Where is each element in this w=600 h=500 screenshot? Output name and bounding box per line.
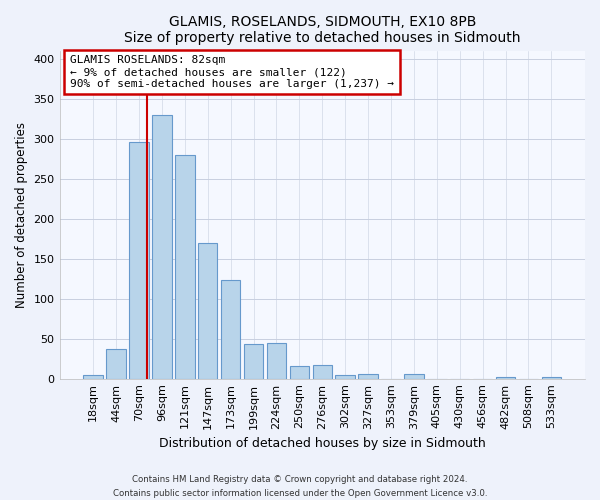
Bar (496, 377, 515, 378)
Text: Contains HM Land Registry data © Crown copyright and database right 2024.
Contai: Contains HM Land Registry data © Crown c… (113, 476, 487, 498)
X-axis label: Distribution of detached houses by size in Sidmouth: Distribution of detached houses by size … (159, 437, 485, 450)
Bar (175, 156, 194, 378)
Bar (244, 344, 263, 378)
Bar (129, 142, 149, 378)
Y-axis label: Number of detached properties: Number of detached properties (15, 122, 28, 308)
Bar (358, 374, 378, 378)
Bar (106, 349, 126, 378)
Bar (313, 365, 332, 378)
Bar (404, 374, 424, 378)
Bar (198, 242, 217, 378)
Bar (290, 366, 309, 378)
Bar (152, 116, 172, 378)
Title: GLAMIS, ROSELANDS, SIDMOUTH, EX10 8PB
Size of property relative to detached hous: GLAMIS, ROSELANDS, SIDMOUTH, EX10 8PB Si… (124, 15, 521, 45)
Bar (83, 374, 103, 378)
Text: GLAMIS ROSELANDS: 82sqm
← 9% of detached houses are smaller (122)
90% of semi-de: GLAMIS ROSELANDS: 82sqm ← 9% of detached… (70, 56, 394, 88)
Bar (267, 342, 286, 378)
Bar (221, 280, 241, 378)
Bar (335, 374, 355, 378)
Bar (542, 377, 561, 378)
